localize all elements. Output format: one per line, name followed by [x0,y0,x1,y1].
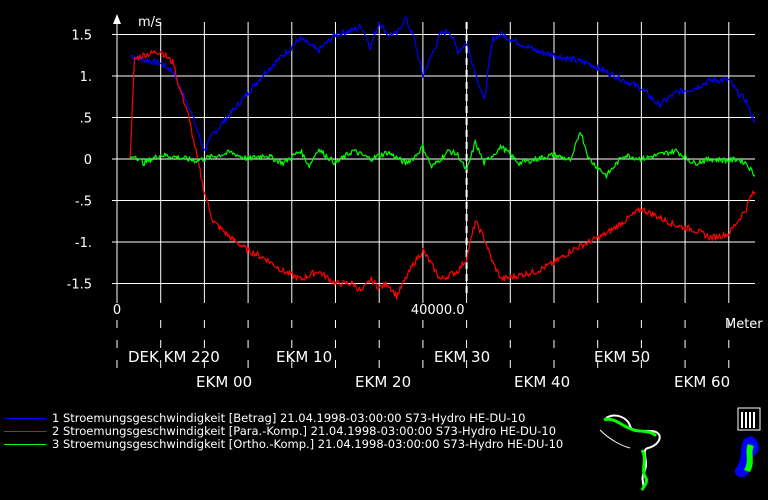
ekm-label-40: EKM 40 [514,373,570,391]
baw-logo-icon [734,407,761,478]
ekm-label-30: EKM 30 [434,348,490,366]
legend-item-2: 2 Stroemungsgeschwindigkeit [Para.-Komp.… [4,424,556,438]
series-line-3 [129,132,756,179]
ekm-label-00: EKM 00 [196,373,252,391]
legend-text-3: 3 Stroemungsgeschwindigkeit [Ortho.-Komp… [52,437,564,451]
y-tick-label: 1.5 [71,28,92,43]
series-line-1 [129,16,756,152]
legend-text-2: 2 Stroemungsgeschwindigkeit [Para.-Komp.… [52,424,557,438]
y-tick-label: 1. [80,70,92,85]
y-axis-arrow-icon [113,14,121,24]
ekm-label-20: EKM 20 [355,373,411,391]
legend-item-3: 3 Stroemungsgeschwindigkeit [Ortho.-Komp… [4,437,563,451]
y-tick-label: -1. [75,236,92,251]
legend-swatch-blue [4,418,46,419]
x-tick-label: 40000.0 [411,303,465,318]
legend-swatch-red [4,431,46,432]
x-tick-label: 0 [113,303,121,318]
ekm-label-dek-220: DEK KM 220 [128,348,220,366]
legend-swatch-green [4,444,46,445]
legend-item-1: 1 Stroemungsgeschwindigkeit [Betrag] 21.… [4,411,525,425]
ekm-label-50: EKM 50 [594,348,650,366]
ekm-label-10: EKM 10 [276,348,332,366]
chart-axes [112,14,730,303]
river-map-icon [599,414,661,491]
y-tick-label: .5 [80,111,92,126]
chart-series [129,16,756,300]
chart-grid [116,22,755,380]
legend-text-1: 1 Stroemungsgeschwindigkeit [Betrag] 21.… [52,411,526,425]
y-tick-label: 0 [84,153,92,168]
y-tick-label: -1.5 [67,278,92,293]
ekm-label-60: EKM 60 [674,373,730,391]
chart-labels: 1.5 1. .5 0 -.5 -1. -1.5 m/s Meter 0 40000.0 [67,15,764,332]
series-line-2 [129,50,756,300]
y-tick-label: -.5 [75,195,92,210]
y-axis-title: m/s [138,15,162,30]
x-axis-title: Meter [725,317,763,332]
